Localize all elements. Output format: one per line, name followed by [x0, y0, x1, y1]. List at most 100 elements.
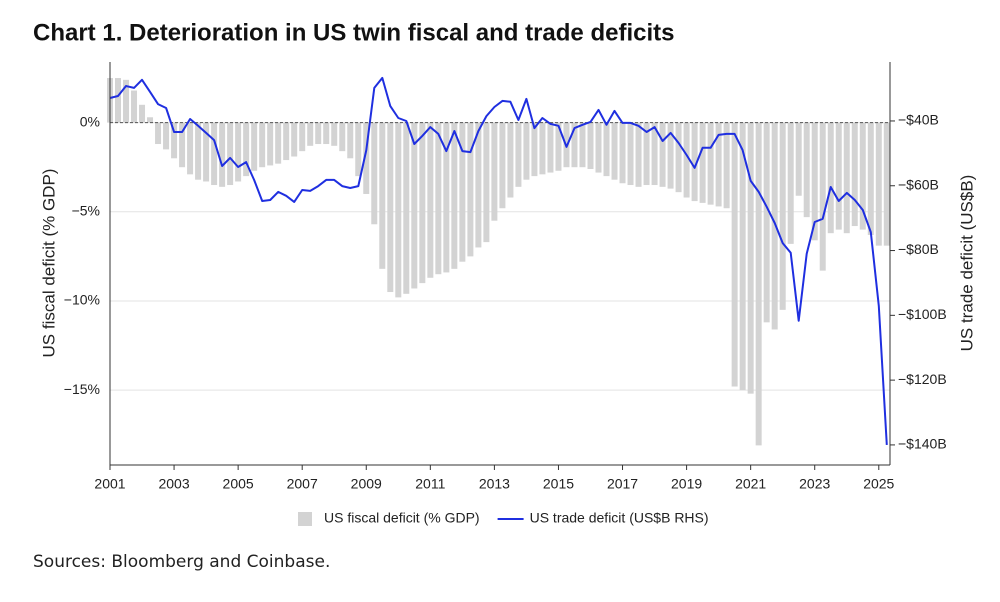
bar [539, 122, 546, 175]
bar [643, 122, 650, 186]
chart-title: Chart 1. Deterioration in US twin fiscal… [33, 19, 674, 46]
bar [547, 122, 554, 173]
bar [123, 79, 130, 123]
bar [459, 122, 466, 262]
bar [611, 122, 618, 180]
bar [723, 122, 730, 209]
bar [451, 122, 458, 269]
legend-swatch [298, 512, 312, 526]
bar [707, 122, 714, 205]
y2-tick-label: −$40B [898, 112, 939, 128]
bar [819, 122, 826, 271]
x-tick-label: 2013 [479, 476, 510, 492]
bar [219, 122, 226, 187]
bar [603, 122, 610, 177]
bar [491, 122, 498, 221]
x-tick-label: 2015 [543, 476, 574, 492]
bar [795, 122, 802, 196]
y-axis-label: US fiscal deficit (% GDP) [39, 169, 58, 358]
bar [283, 122, 290, 161]
x-tick-label: 2007 [287, 476, 318, 492]
bar [267, 122, 274, 166]
bar [235, 122, 242, 182]
bar [203, 122, 210, 182]
bar [259, 122, 266, 168]
bar [587, 122, 594, 169]
bar [675, 122, 682, 193]
line [109, 76, 888, 445]
bar [403, 122, 410, 294]
bar [715, 122, 722, 207]
bar [867, 122, 874, 235]
bar [635, 122, 642, 187]
bar [323, 122, 330, 145]
legend-label: US trade deficit (US$B RHS) [530, 510, 709, 526]
bar [195, 122, 202, 180]
bar [363, 122, 370, 194]
y-tick-label: 0% [80, 113, 100, 129]
bar [387, 122, 394, 293]
bar [627, 122, 634, 186]
bar [875, 122, 882, 246]
bar [851, 122, 858, 227]
bar [779, 122, 786, 310]
bar [163, 122, 170, 150]
bar [395, 122, 402, 298]
bar [667, 122, 674, 189]
bar [811, 122, 818, 241]
bar [843, 122, 850, 234]
bar [211, 122, 218, 186]
bar [307, 122, 314, 146]
bar [331, 122, 338, 146]
bar [691, 122, 698, 202]
bar [771, 122, 778, 330]
bar [651, 122, 658, 186]
bar [179, 122, 186, 168]
y2-tick-label: −$140B [898, 436, 947, 452]
bar [147, 117, 154, 123]
bar [187, 122, 194, 175]
bar [507, 122, 514, 198]
bar [411, 122, 418, 289]
x-tick-label: 2005 [223, 476, 254, 492]
bar [291, 122, 298, 157]
bar [763, 122, 770, 323]
x-tick-label: 2025 [863, 476, 894, 492]
bar [731, 122, 738, 387]
bar [619, 122, 626, 184]
x-tick-label: 2003 [158, 476, 189, 492]
y2-tick-label: −$60B [898, 176, 939, 192]
bar [555, 122, 562, 171]
bar [467, 122, 474, 257]
bar [131, 90, 138, 123]
bar [739, 122, 746, 391]
bar [859, 122, 866, 230]
bar [339, 122, 346, 152]
x-tick-label: 2019 [671, 476, 702, 492]
bar [571, 122, 578, 168]
bar [371, 122, 378, 225]
bar [139, 104, 146, 123]
bar [659, 122, 666, 187]
bar [595, 122, 602, 173]
legend-label: US fiscal deficit (% GDP) [324, 510, 480, 526]
bar [443, 122, 450, 273]
bar [515, 122, 522, 187]
bar [835, 122, 842, 230]
bar [355, 122, 362, 177]
bar [803, 122, 810, 218]
bar [475, 122, 482, 248]
bar [427, 122, 434, 278]
y2-tick-label: −$120B [898, 371, 947, 387]
x-tick-label: 2017 [607, 476, 638, 492]
bar [499, 122, 506, 209]
source: Sources: Bloomberg and Coinbase. [33, 552, 330, 572]
y-tick-label: −15% [64, 381, 100, 397]
y-tick-label: −5% [72, 202, 100, 218]
bar [347, 122, 354, 159]
bar [379, 122, 386, 269]
bar [251, 122, 258, 171]
bar [115, 78, 122, 123]
bar [155, 122, 162, 145]
